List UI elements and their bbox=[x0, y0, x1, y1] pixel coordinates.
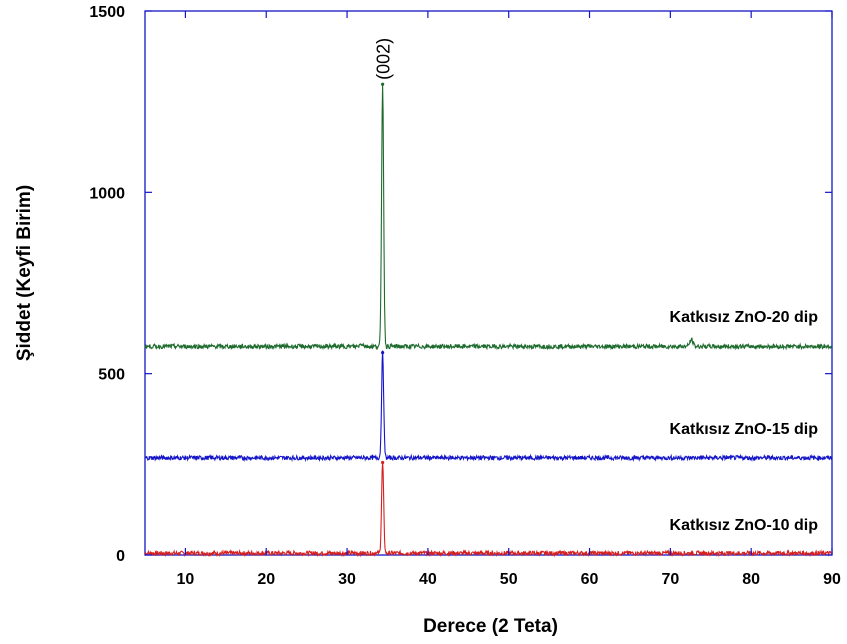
series-label: Katkısız ZnO-15 dip bbox=[670, 421, 819, 438]
x-axis-title: Derece (2 Teta) bbox=[423, 616, 558, 637]
x-tick-label: 20 bbox=[257, 571, 275, 588]
x-tick-label: 10 bbox=[177, 571, 195, 588]
x-tick-label: 70 bbox=[661, 571, 679, 588]
labels-layer: 10 20 30 40 50 60 70 80 90 0 500 1000 1500 Katkısız Z… bbox=[89, 4, 841, 588]
series-peak-point bbox=[381, 460, 385, 465]
x-tick-label: 60 bbox=[581, 571, 599, 588]
y-tick-label: 1500 bbox=[89, 4, 125, 21]
y-tick-label: 1000 bbox=[89, 185, 125, 202]
x-tick-label: 50 bbox=[500, 571, 518, 588]
y-tick-label: 0 bbox=[116, 548, 125, 565]
series-line bbox=[144, 85, 833, 351]
series-line bbox=[144, 462, 832, 558]
series-peak-point bbox=[381, 82, 385, 86]
series-label: Katkısız ZnO-20 dip bbox=[670, 309, 819, 326]
x-tick-label: 40 bbox=[419, 571, 437, 588]
series-label: Katkısız ZnO-10 dip bbox=[670, 517, 819, 534]
x-tick-label: 80 bbox=[742, 571, 760, 588]
x-tick-label: 30 bbox=[338, 571, 356, 588]
y-tick-label: 500 bbox=[98, 367, 125, 384]
series-peak-point bbox=[381, 351, 385, 355]
peak-annotation-002: (002) bbox=[374, 38, 394, 80]
series-line bbox=[144, 350, 832, 463]
plot-border bbox=[144, 10, 833, 556]
ticks-layer bbox=[145, 10, 833, 556]
plot-frame bbox=[144, 10, 833, 556]
x-tick-label: 90 bbox=[823, 571, 841, 588]
y-axis-title: Şiddet (Keyfi Birim) bbox=[14, 185, 35, 361]
series-layer bbox=[144, 82, 833, 558]
